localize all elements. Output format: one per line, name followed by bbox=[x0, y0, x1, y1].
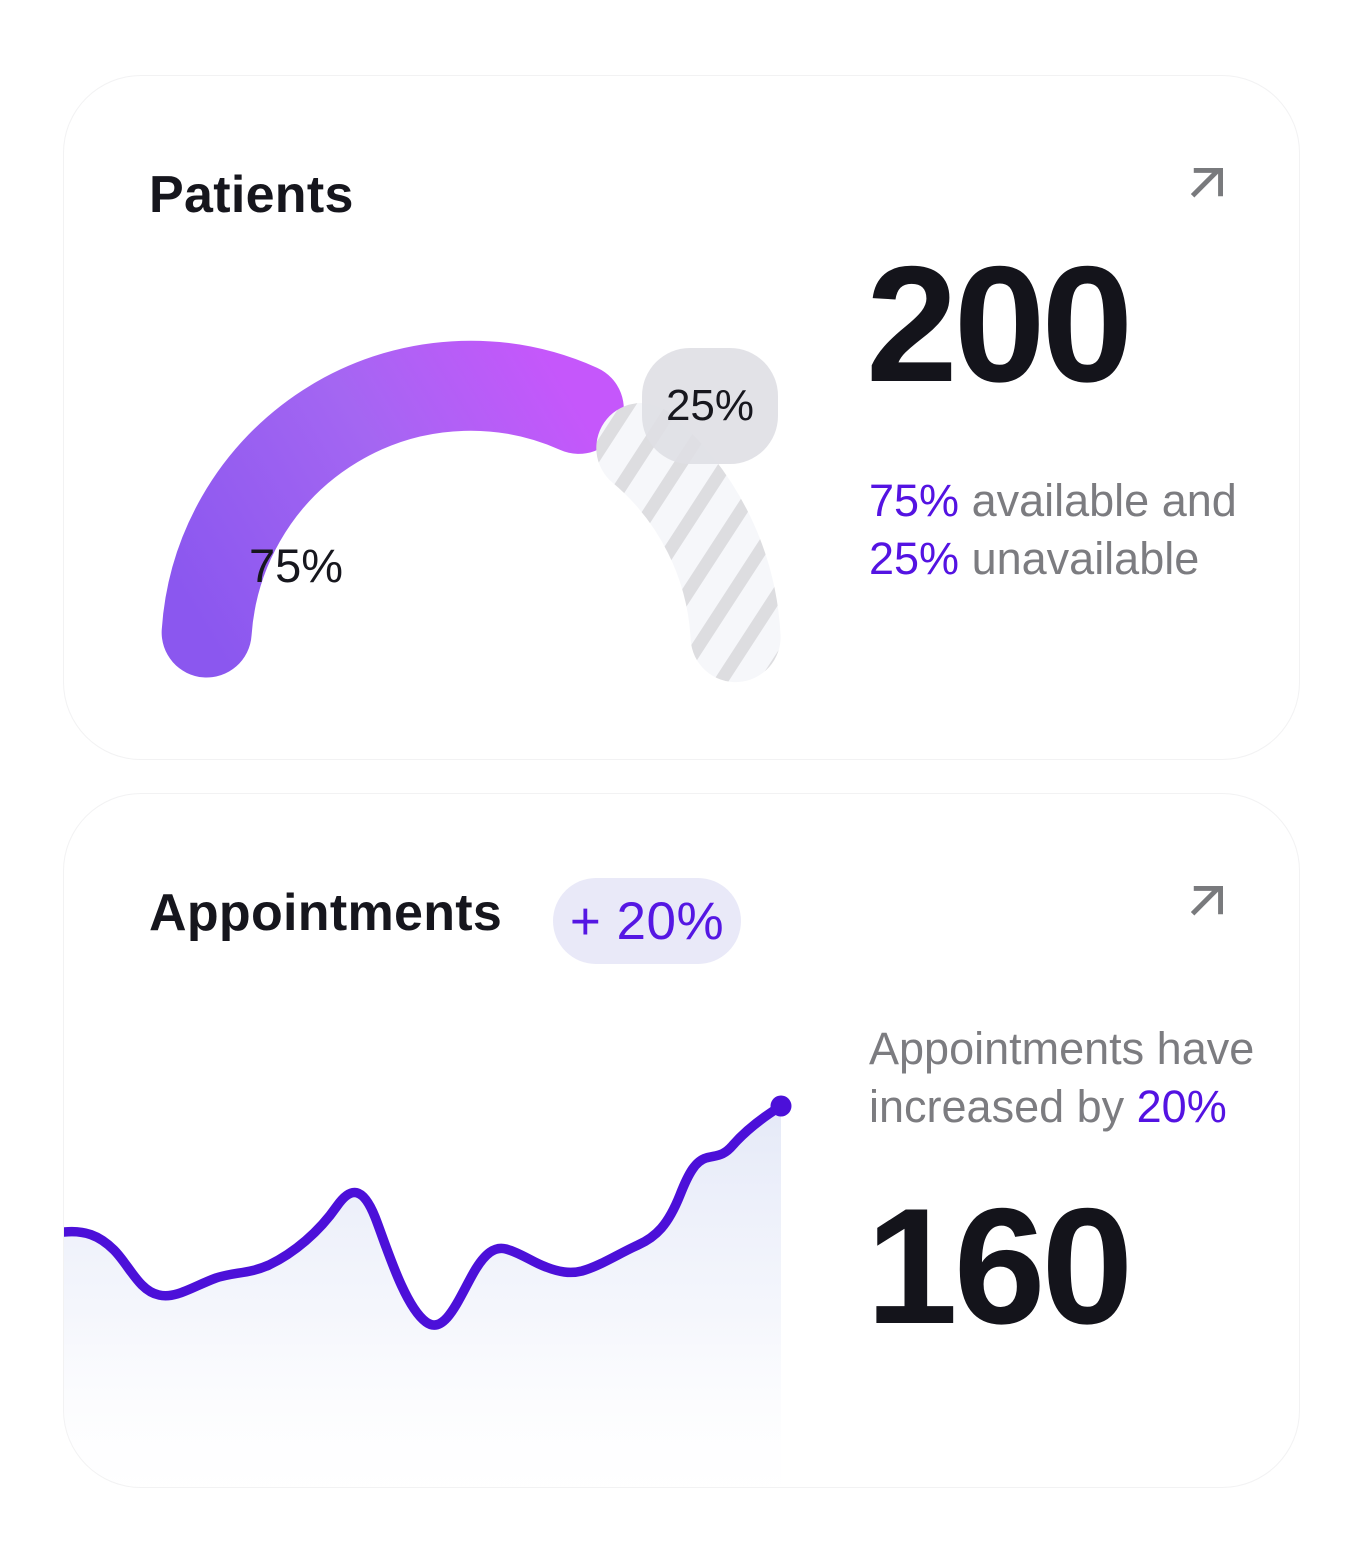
patients-gauge-chart bbox=[161, 340, 781, 683]
gauge-available-arc bbox=[161, 340, 624, 678]
appointments-change-badge-label: + 20% bbox=[569, 891, 725, 951]
arrow-up-right-icon bbox=[1190, 885, 1223, 921]
patients-expand-button[interactable] bbox=[1188, 166, 1226, 204]
area-fill bbox=[64, 1106, 781, 1487]
appointments-description: Appointments have increased by 20% bbox=[869, 1020, 1254, 1136]
patients-total-value: 200 bbox=[866, 232, 1133, 416]
unavailable-pct-text: 25% bbox=[869, 533, 960, 584]
gauge-available-label: 75% bbox=[249, 539, 344, 592]
gauge-unavailable-bubble: 25% bbox=[642, 348, 778, 464]
appointments-card: Appointments + 20% Appointments have inc… bbox=[63, 793, 1300, 1488]
patients-description-line1: 75% available and bbox=[869, 472, 1237, 530]
patients-card: Patients 75% 25% 200 75% a bbox=[63, 75, 1300, 760]
appointments-card-title: Appointments bbox=[149, 884, 503, 942]
appointments-description-line2: increased by 20% bbox=[869, 1078, 1254, 1136]
trend-line bbox=[64, 1101, 786, 1330]
gauge-unavailable-label: 25% bbox=[665, 381, 755, 430]
patients-card-title: Patients bbox=[149, 166, 354, 224]
appointments-area-chart bbox=[64, 1095, 792, 1487]
appointments-description-line1: Appointments have bbox=[869, 1023, 1255, 1074]
increase-text: increased by bbox=[869, 1081, 1137, 1132]
patients-description-line2: 25% unavailable bbox=[869, 530, 1237, 588]
available-text: available and bbox=[959, 475, 1237, 526]
trend-endpoint-dot bbox=[770, 1095, 792, 1117]
available-pct-text: 75% bbox=[869, 475, 960, 526]
gauge-unavailable-arc bbox=[596, 403, 781, 683]
appointments-total-value: 160 bbox=[866, 1174, 1133, 1358]
arrow-up-right-icon bbox=[1190, 167, 1223, 203]
increase-pct-text: 20% bbox=[1136, 1081, 1227, 1132]
patients-description: 75% available and 25% unavailable bbox=[869, 472, 1237, 588]
unavailable-text: unavailable bbox=[959, 533, 1200, 584]
appointments-expand-button[interactable] bbox=[1188, 884, 1226, 922]
appointments-change-badge: + 20% bbox=[553, 878, 741, 964]
